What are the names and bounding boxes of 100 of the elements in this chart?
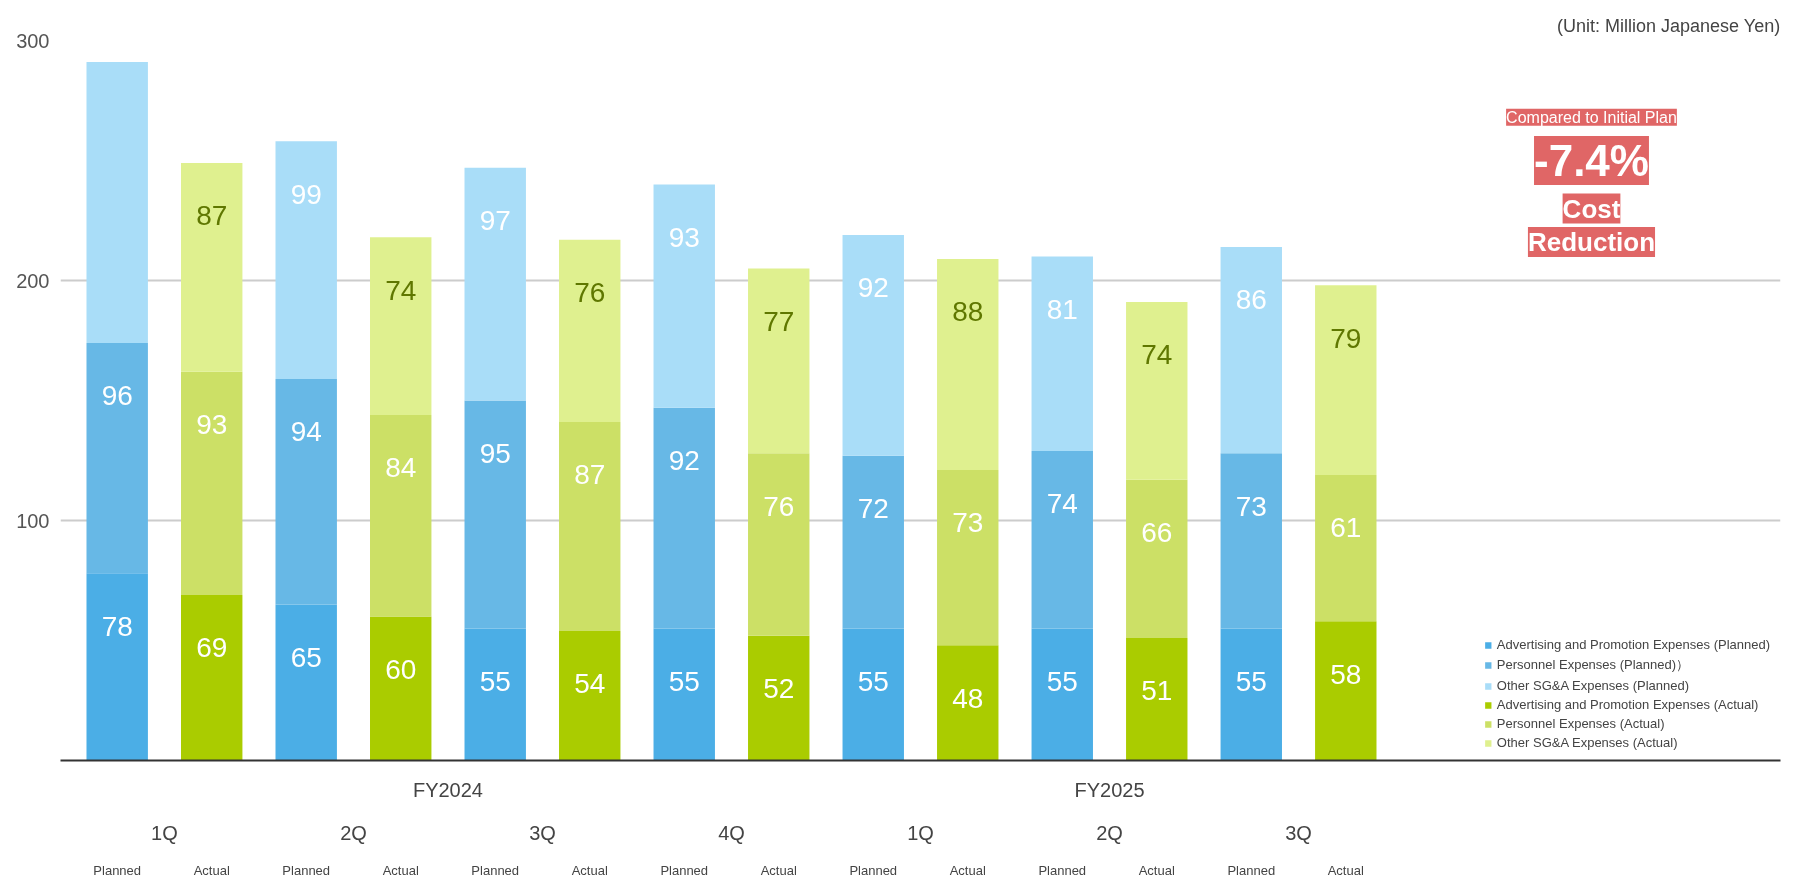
- bar: [653, 184, 715, 408]
- text: Cost: [1562, 193, 1621, 224]
- data-label: 94: [290, 416, 322, 448]
- bar: [464, 628, 526, 761]
- data-label: 48: [952, 682, 984, 714]
- data-label: 76: [763, 490, 795, 522]
- bar: [1220, 453, 1282, 629]
- bar: [748, 453, 810, 636]
- x-tick-label: Actual: [382, 862, 419, 878]
- data-label: 51: [1141, 675, 1173, 707]
- bar: [1220, 246, 1282, 454]
- bar: [464, 400, 526, 629]
- data-label: 97: [479, 205, 511, 236]
- data-label: 77: [763, 305, 795, 337]
- x-tick-label: Actual: [1327, 862, 1364, 878]
- data-label: 73: [1235, 490, 1267, 522]
- data-label: 69: [196, 632, 228, 664]
- bar: [370, 414, 432, 617]
- data-label: 61: [1330, 512, 1362, 544]
- bar: [1315, 285, 1377, 475]
- x-tick-label: Planned: [849, 862, 898, 878]
- bar: [937, 470, 999, 646]
- data-label: 74: [385, 274, 417, 306]
- data-label: 81: [1046, 293, 1078, 325]
- legend-label: Other SG&A Expenses (Planned): [1496, 678, 1690, 693]
- x-tick-label: Actual: [571, 862, 608, 878]
- bar: [1126, 479, 1188, 639]
- text: FY2024: [412, 778, 484, 801]
- bar: [370, 237, 432, 415]
- legend-label: Personnel Expenses (Planned)）: [1496, 656, 1690, 674]
- text: FY2025: [1074, 778, 1145, 801]
- data-label: 72: [857, 493, 889, 524]
- data-label: 58: [1330, 658, 1362, 690]
- bar: [653, 407, 715, 629]
- data-label: 78: [101, 610, 133, 642]
- data-label: 55: [668, 665, 700, 697]
- text: 3Q: [1285, 821, 1312, 844]
- data-label: 55: [1046, 665, 1078, 697]
- data-label: 55: [1235, 665, 1267, 697]
- data-label: 52: [763, 673, 795, 704]
- text: 3Q: [529, 821, 556, 844]
- text: 1Q: [151, 821, 178, 844]
- x-tick-label: Actual: [949, 862, 986, 878]
- bar: [559, 630, 621, 761]
- legend-label: Other SG&A Expenses (Actual): [1496, 735, 1678, 750]
- bar: [370, 616, 432, 761]
- data-label: 84: [385, 452, 417, 484]
- bar: [464, 167, 526, 401]
- bar: [275, 141, 337, 379]
- bar: [86, 62, 148, 343]
- data-label: 87: [574, 459, 606, 491]
- text: (Unit: Million Japanese Yen): [1557, 15, 1781, 36]
- x-tick-label: Planned: [282, 862, 331, 878]
- bar: [1031, 450, 1093, 629]
- x-tick-label: Planned: [471, 862, 520, 878]
- data-label: 74: [1141, 339, 1173, 371]
- bar: [559, 239, 621, 423]
- bar: [1031, 628, 1093, 761]
- bar: [275, 378, 337, 605]
- data-label: 96: [101, 380, 133, 412]
- data-label: 93: [196, 409, 228, 440]
- legend-label: Advertising and Promotion Expenses (Planned): [1496, 637, 1770, 652]
- data-label: 76: [574, 277, 606, 308]
- x-tick-label: Planned: [660, 862, 709, 878]
- x-tick-label: Actual: [193, 862, 230, 878]
- bar: [180, 162, 243, 372]
- x-tick-label: Actual: [760, 862, 797, 878]
- data-label: 92: [668, 445, 700, 476]
- data-label: 93: [668, 221, 700, 253]
- bar: [937, 645, 999, 761]
- legend-label: Advertising and Promotion Expenses (Actual): [1496, 697, 1759, 712]
- data-label: 86: [1235, 284, 1267, 316]
- legend-label: Personnel Expenses (Actual): [1496, 716, 1665, 731]
- bar: [748, 635, 810, 761]
- bar: [842, 628, 904, 761]
- data-label: 88: [952, 296, 984, 328]
- data-label: 55: [479, 665, 511, 697]
- data-label: 73: [952, 507, 984, 539]
- data-label: 55: [857, 665, 889, 697]
- text: 4Q: [718, 821, 745, 844]
- x-tick-label: Planned: [1227, 862, 1276, 878]
- bar: [86, 342, 148, 574]
- bar: [275, 604, 337, 761]
- bar: [1126, 638, 1188, 761]
- text: -7.4%: [1534, 136, 1649, 185]
- bar: [559, 422, 621, 631]
- x-tick-label: Actual: [1138, 862, 1175, 878]
- bar: [180, 371, 243, 595]
- bar: [1031, 256, 1093, 451]
- text: Compared to Initial Plan: [1506, 108, 1677, 126]
- data-label: 95: [479, 437, 511, 469]
- data-label: 79: [1330, 322, 1362, 354]
- y-tick-label: 200: [16, 269, 50, 292]
- data-label: 92: [857, 272, 889, 304]
- data-label: 87: [196, 200, 228, 232]
- x-tick-label: Planned: [1038, 862, 1087, 878]
- data-label: 74: [1046, 488, 1078, 520]
- bar: [86, 573, 148, 761]
- bar: [748, 268, 810, 454]
- y-tick-label: 100: [16, 509, 50, 532]
